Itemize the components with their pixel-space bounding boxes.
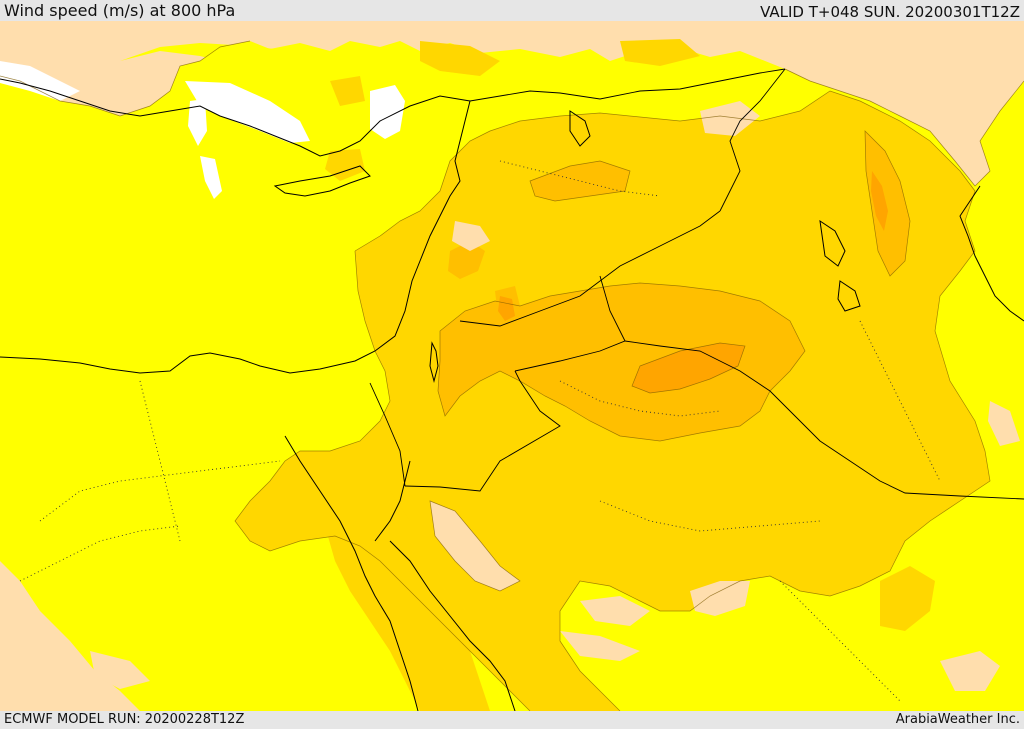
field-fresh-gulf xyxy=(880,566,935,631)
field-fresh-north-3 xyxy=(620,39,700,66)
field-light-egypt xyxy=(0,561,140,711)
field-calm-3 xyxy=(188,99,207,146)
model-run: ECMWF MODEL RUN: 20200228T12Z xyxy=(4,712,245,727)
field-light-sw xyxy=(90,651,150,689)
field-strong-spot-1 xyxy=(448,241,485,279)
field-calm-5 xyxy=(0,61,80,101)
header-bar: Wind speed (m/s) at 800 hPa VALID T+048 … xyxy=(0,0,1024,21)
field-light-east-2 xyxy=(900,61,970,96)
field-fresh-north-2 xyxy=(420,41,500,76)
field-strong-north xyxy=(530,161,630,201)
field-calm-1 xyxy=(185,81,310,143)
field-light-arabia-2 xyxy=(690,581,750,616)
coastlines xyxy=(0,78,1024,711)
field-light-east-3 xyxy=(988,401,1020,446)
wind-speed-map xyxy=(0,21,1024,711)
field-light-arabia-4 xyxy=(560,631,640,661)
credit: ArabiaWeather Inc. xyxy=(895,712,1020,727)
field-light-arabia-3 xyxy=(580,596,650,626)
valid-time: VALID T+048 SUN. 20200301T12Z xyxy=(760,3,1020,21)
field-strong-syria xyxy=(438,283,805,441)
field-light-east-1 xyxy=(700,101,760,136)
map-title: Wind speed (m/s) at 800 hPa xyxy=(4,1,236,20)
contour-lines xyxy=(0,40,1024,711)
field-light-arabia-1 xyxy=(430,501,520,591)
field-light-arabia-5 xyxy=(940,651,1000,691)
field-moderate-turkey xyxy=(120,43,365,101)
field-stronger-core xyxy=(632,343,745,393)
field-calm-4 xyxy=(200,156,222,199)
borders xyxy=(369,68,1024,500)
field-light-north xyxy=(0,21,1024,186)
field-strong-east xyxy=(865,131,910,276)
dotted-lines xyxy=(19,160,941,702)
field-moderate-turkey-2 xyxy=(400,56,780,116)
field-light-levant xyxy=(452,221,490,251)
field-stronger-east xyxy=(871,171,888,231)
field-fresh-west-1 xyxy=(345,506,380,551)
field-calm-2 xyxy=(370,85,405,139)
footer-bar: ECMWF MODEL RUN: 20200228T12Z ArabiaWeat… xyxy=(0,711,1024,729)
field-fresh-north-4 xyxy=(325,149,365,181)
field-fresh-north-1 xyxy=(330,76,365,106)
